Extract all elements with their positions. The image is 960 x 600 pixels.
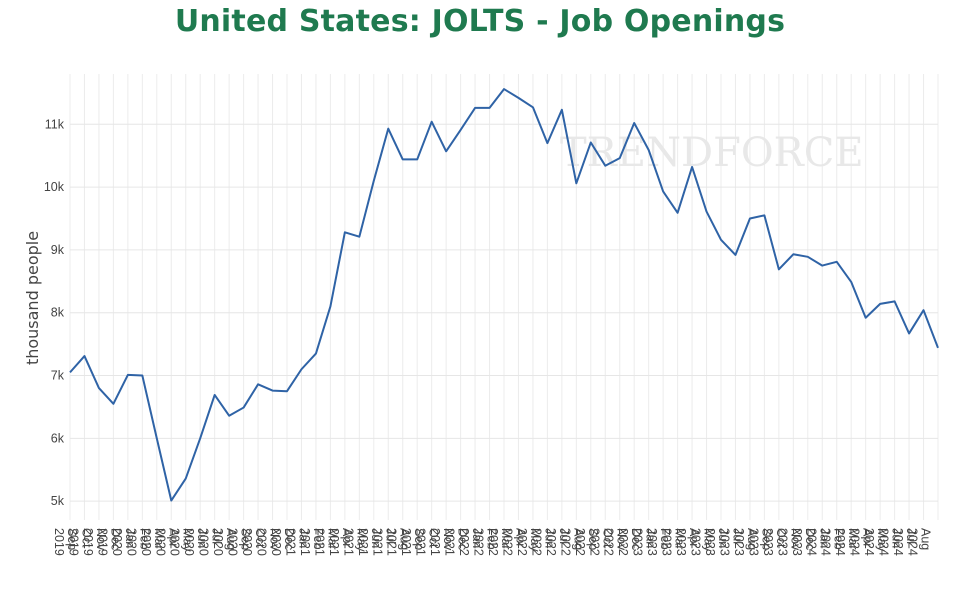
x-tick-label: Jul2021 <box>370 528 397 556</box>
x-axis-ticks: Sep2019 Oct2019 Nov2019 Dec2019 Jan2020 Feb20… <box>52 528 933 556</box>
y-tick-label: 6k <box>51 431 65 445</box>
x-tick-label: Oct2019 <box>66 528 93 556</box>
x-tick-label: Jan2021 <box>283 528 310 556</box>
x-tick-label: Mar2021 <box>312 528 339 556</box>
x-tick-label: Jun2022 <box>529 528 556 556</box>
x-tick-label: Aug2023 <box>732 528 759 556</box>
x-tick-label: Oct2021 <box>414 528 441 556</box>
x-tick-label: Dec2022 <box>616 528 643 556</box>
x-tick-label: Sep2023 <box>746 528 773 556</box>
x-tick-label: May2020 <box>168 528 195 556</box>
x-tick-label: Oct2020 <box>240 528 267 556</box>
x-tick-label: Dec2019 <box>95 528 122 556</box>
x-tick-label: Nov2019 <box>81 528 108 556</box>
x-tick-label: Jan2024 <box>804 528 831 556</box>
x-tick-label: Feb2021 <box>298 528 325 556</box>
x-tick-label: Nov2022 <box>602 528 629 556</box>
x-tick-label: Sep2022 <box>573 528 600 556</box>
watermark-logo: TRENDFORCE <box>560 130 864 176</box>
x-tick-label: Aug2021 <box>385 528 412 556</box>
x-tick-label: Apr2021 <box>327 528 354 556</box>
x-tick-label: Apr2023 <box>674 528 701 556</box>
x-tick-label: Jan2023 <box>631 528 658 556</box>
x-tick-label: Mar2023 <box>660 528 687 556</box>
x-tick-label: Feb2023 <box>645 528 672 556</box>
x-tick-label: Aug2022 <box>558 528 585 556</box>
grid-lines <box>69 74 939 520</box>
x-tick-label: Jul2020 <box>197 528 224 556</box>
x-tick-label: Aug2024 <box>906 528 933 556</box>
x-tick-label: Feb2020 <box>124 528 151 556</box>
x-tick-label: Feb2024 <box>819 528 846 556</box>
y-tick-label: 7k <box>51 369 65 383</box>
y-tick-label: 10k <box>44 180 65 194</box>
x-tick-label: Jul2023 <box>717 528 744 556</box>
x-tick-label: Nov2021 <box>428 528 455 556</box>
x-tick-label: Apr2020 <box>153 528 180 556</box>
x-tick-label: Oct2022 <box>587 528 614 556</box>
x-tick-label: Apr2022 <box>500 528 527 556</box>
x-tick-label: May2024 <box>862 528 889 556</box>
y-tick-label: 11k <box>45 117 65 131</box>
y-tick-label: 9k <box>51 243 65 257</box>
x-tick-label: Nov2023 <box>775 528 802 556</box>
x-tick-label: Mar2020 <box>139 528 166 556</box>
x-tick-label: Dec2020 <box>269 528 296 556</box>
x-tick-label: May2023 <box>689 528 716 556</box>
x-tick-label: Jun2023 <box>703 528 730 556</box>
x-tick-label: Sep2019 <box>52 528 79 556</box>
x-tick-label: Jun2024 <box>877 528 904 556</box>
y-tick-label: 5k <box>51 494 65 508</box>
y-tick-label: 8k <box>51 306 65 320</box>
series-line <box>69 88 939 502</box>
x-tick-label: Mar2022 <box>486 528 513 556</box>
chart-title: United States: JOLTS - Job Openings <box>174 4 786 39</box>
x-tick-label: Mar2024 <box>833 528 860 556</box>
x-tick-label: Jul2022 <box>544 528 571 556</box>
x-tick-label: May2022 <box>515 528 542 556</box>
x-tick-label: Dec2021 <box>443 528 470 556</box>
x-tick-label: Jan2020 <box>110 528 137 556</box>
y-axis-label: thousand people <box>23 231 42 365</box>
x-tick-label: Jan2022 <box>457 528 484 556</box>
x-tick-label: Dec2023 <box>790 528 817 556</box>
x-tick-label: Apr2024 <box>848 528 875 556</box>
x-tick-label: Jul2024 <box>891 528 918 556</box>
x-tick-label: Jun2020 <box>182 528 209 556</box>
x-tick-label: Sep2020 <box>226 528 253 556</box>
x-tick-label: Jun2021 <box>356 528 383 556</box>
x-tick-label: Nov2020 <box>255 528 282 556</box>
x-tick-label: Sep2021 <box>399 528 426 556</box>
x-tick-label: Feb2022 <box>472 528 499 556</box>
x-tick-label: Aug2020 <box>211 528 238 556</box>
x-tick-label: May2021 <box>341 528 368 556</box>
x-tick-label: Oct2023 <box>761 528 788 556</box>
y-axis-ticks: 5k 6k 7k 8k 9k 10k 11k <box>44 117 65 508</box>
